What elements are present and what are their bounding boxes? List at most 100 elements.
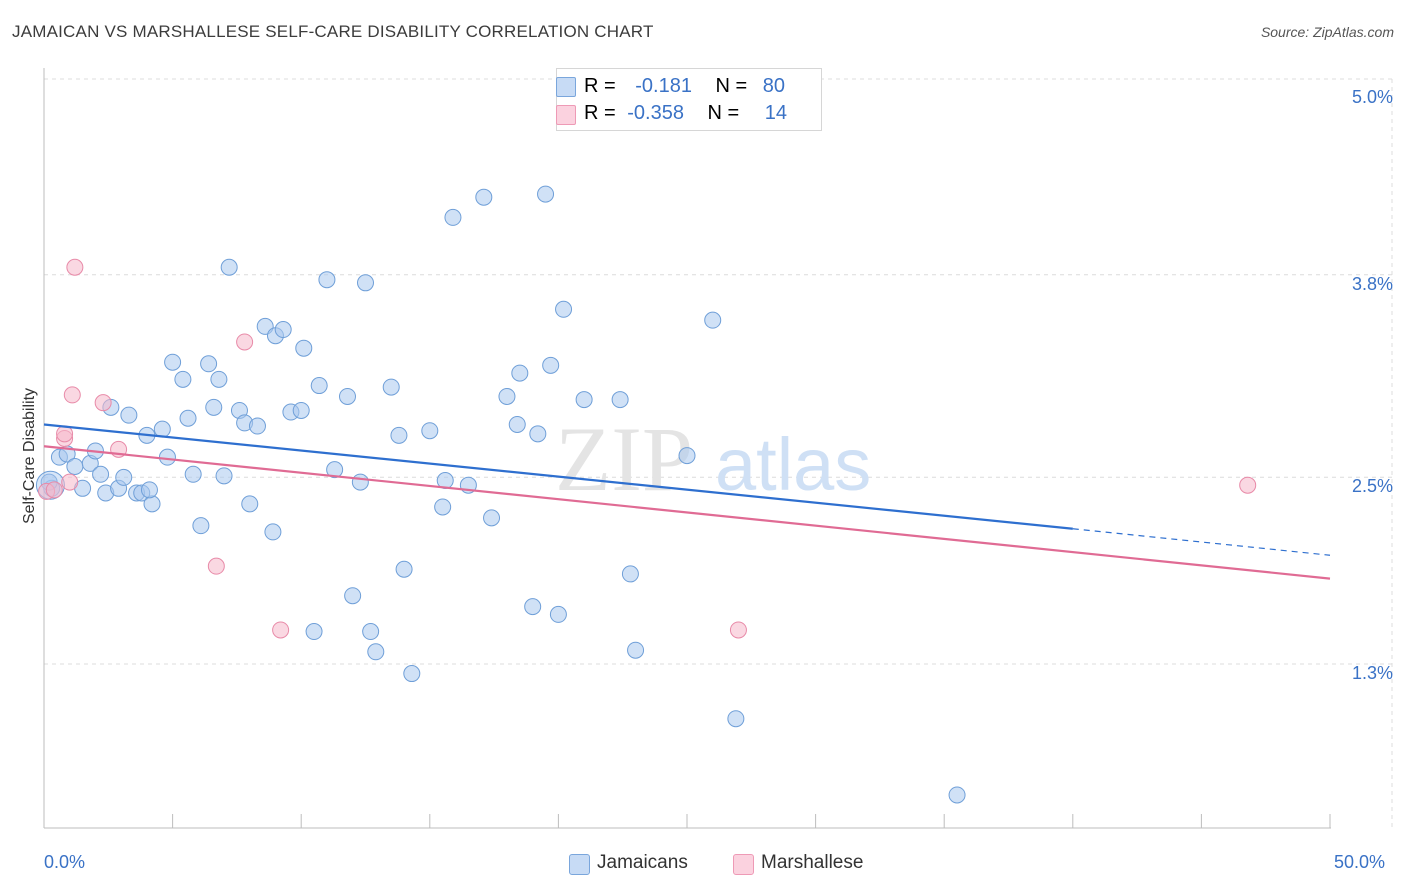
r-label: R = (584, 102, 616, 124)
marshallese-point (63, 386, 81, 404)
jamaican-point (390, 426, 408, 444)
jamaican-point (511, 364, 529, 382)
jamaican-point (220, 258, 238, 276)
chart-title: JAMAICAN VS MARSHALLESE SELF-CARE DISABI… (12, 22, 654, 41)
marshallese-legend-swatch (733, 854, 754, 875)
jamaican-point (248, 417, 266, 435)
marshallese-point (66, 258, 84, 276)
legend-label-jamaicans: Jamaicans (597, 852, 688, 873)
marshallese-point (729, 621, 747, 639)
jamaican-point (210, 370, 228, 388)
jamaican-point (264, 523, 282, 541)
jamaican-point (241, 495, 259, 513)
jamaican-point (475, 188, 493, 206)
marshallese-trend-line (43, 445, 1331, 580)
jamaican-point (611, 391, 629, 409)
jamaican-point (508, 415, 526, 433)
jamaican-point (524, 598, 542, 616)
jamaican-point (362, 623, 380, 641)
marshallese-point (272, 621, 290, 639)
jamaican-point (382, 378, 400, 396)
jamaican-point (318, 271, 336, 289)
watermark: ZIP atlas (555, 408, 871, 510)
n-label: N = (715, 75, 748, 97)
r-value-jamaicans: -0.181 (635, 75, 692, 97)
jamaican-point (120, 406, 138, 424)
marshallese-point (207, 557, 225, 575)
jamaican-point (115, 468, 133, 486)
x-tick-label-min: 0.0% (44, 852, 86, 872)
marshallese-point (236, 333, 254, 351)
jamaican-point (292, 401, 310, 419)
jamaican-point (192, 517, 210, 535)
jamaican-point (174, 370, 192, 388)
jamaican-point (143, 495, 161, 513)
jamaican-point (444, 208, 462, 226)
y-tick-label: 1.3% (1352, 663, 1393, 683)
jamaican-point (483, 509, 501, 527)
y-tick-label: 3.8% (1352, 274, 1393, 294)
watermark-atlas: atlas (715, 423, 871, 506)
y-tick-labels: 1.3% 2.5% 3.8% 5.0% (1352, 87, 1393, 683)
jamaican-point (627, 641, 645, 659)
y-tick-label: 2.5% (1352, 476, 1393, 496)
marshallese-point (94, 394, 112, 412)
jamaican-point (305, 623, 323, 641)
marshallese-point (61, 473, 79, 491)
jamaican-point (274, 321, 292, 339)
r-value-marshallese: -0.358 (627, 102, 684, 124)
jamaican-point (727, 710, 745, 728)
jamaican-point (92, 465, 110, 483)
jamaican-point (434, 498, 452, 516)
r-label: R = (584, 75, 616, 97)
jamaican-point (549, 605, 567, 623)
y-tick-label: 5.0% (1352, 87, 1393, 107)
jamaican-point (555, 300, 573, 318)
n-label: N = (707, 102, 740, 124)
marshallese-swatch (556, 105, 576, 125)
jamaican-point (205, 398, 223, 416)
jamaican-point (403, 665, 421, 683)
jamaican-point (621, 565, 639, 583)
n-value-marshallese: 14 (764, 102, 788, 124)
jamaican-point (704, 311, 722, 329)
jamaican-point (357, 274, 374, 292)
jamaican-point (344, 587, 362, 605)
n-value-jamaicans: 80 (762, 75, 786, 97)
jamaican-point (295, 339, 313, 357)
jamaican-point (215, 467, 233, 485)
jamaican-point (529, 425, 547, 443)
jamaican-point (498, 387, 516, 405)
marshallese-point (1239, 476, 1257, 494)
axes (43, 68, 1331, 829)
jamaicans-trend-line (43, 423, 1073, 530)
trend-lines (43, 423, 1331, 580)
jamaican-point (140, 481, 158, 499)
jamaicans-legend-swatch (569, 854, 590, 875)
jamaican-point (338, 387, 356, 405)
stats-legend: R = -0.181 N = 80 R = -0.358 N = 14 (556, 68, 822, 131)
watermark-zip: ZIP (555, 408, 693, 510)
jamaican-point (395, 560, 413, 578)
jamaican-point (948, 786, 966, 804)
jamaican-point (153, 420, 171, 438)
jamaican-point (542, 356, 560, 374)
jamaican-point (575, 391, 593, 409)
jamaican-point (351, 473, 369, 491)
jamaican-point (164, 353, 182, 371)
jamaican-point (179, 409, 197, 427)
marshallese-point (45, 481, 63, 499)
jamaican-point (158, 448, 176, 466)
jamaican-point (326, 461, 344, 479)
source-label: Source: ZipAtlas.com (1260, 24, 1394, 40)
jamaicans-swatch (556, 77, 576, 97)
legend-label-marshallese: Marshallese (761, 852, 864, 873)
jamaican-point (200, 355, 218, 373)
jamaican-point (66, 458, 84, 476)
jamaican-point (421, 422, 439, 440)
jamaican-point (537, 185, 555, 203)
jamaican-point (678, 447, 696, 465)
jamaican-point (310, 377, 328, 395)
jamaicans-trend-extension (1072, 528, 1331, 556)
